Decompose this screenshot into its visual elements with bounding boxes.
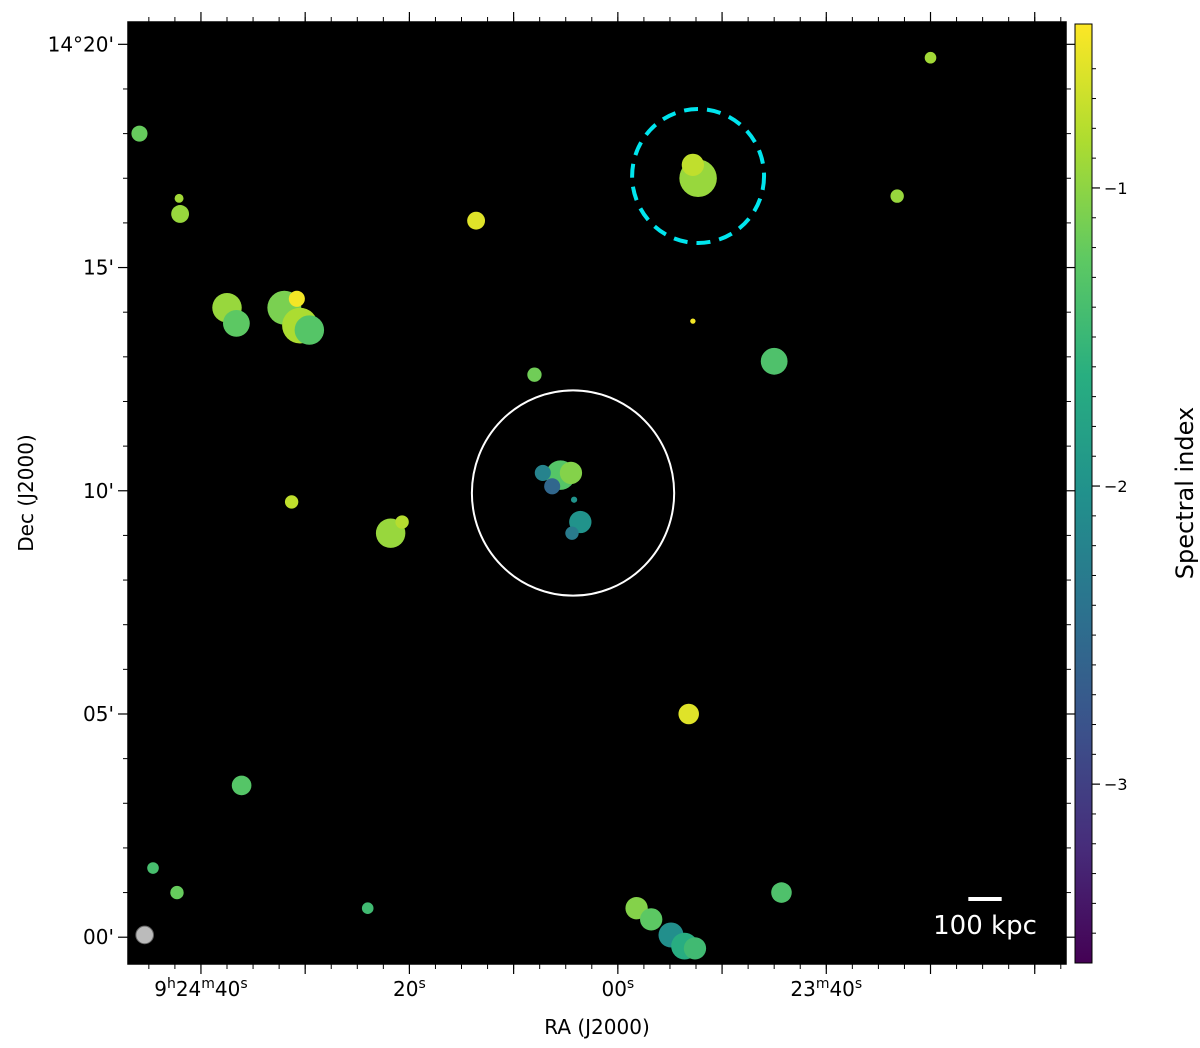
radio-sources [131, 51, 937, 960]
source-blob [570, 496, 578, 503]
source-blob [681, 153, 705, 177]
source-blob [565, 526, 579, 540]
x-axis-label: RA (J2000) [544, 1015, 650, 1039]
source-blob [640, 908, 663, 931]
colorbar: −1 −2 −3 Spectral index [1074, 23, 1199, 964]
beam-ellipse [135, 925, 154, 945]
source-blob [559, 461, 583, 485]
y-tick-label: 15' [83, 256, 114, 280]
source-blob [924, 51, 937, 64]
y-tick-label: 10' [83, 479, 114, 503]
y-tick-label: 14°20' [48, 32, 114, 56]
source-blob [361, 902, 374, 914]
source-blob [222, 309, 250, 337]
x-tick-label: 20s [393, 976, 426, 1001]
source-blob [284, 495, 299, 509]
source-blob [131, 125, 148, 142]
dashed-region-circle [630, 107, 767, 245]
x-axis: 9h24m40s 20s 00s 23m40s [148, 12, 1062, 1001]
source-blob [467, 211, 486, 230]
y-tick-label: 00' [83, 925, 114, 949]
colorbar-label: Spectral index [1171, 407, 1199, 579]
x-tick-label: 23m40s [790, 976, 862, 1001]
colorbar-gradient [1074, 23, 1093, 964]
colorbar-tick-label: −2 [1104, 477, 1128, 496]
source-blob [170, 885, 184, 900]
source-blob [534, 464, 551, 481]
colorbar-ticks: −1 −2 −3 [1092, 68, 1128, 934]
source-blob [890, 189, 904, 203]
source-blob [683, 937, 707, 960]
source-blob [760, 347, 788, 375]
source-blob [171, 205, 190, 223]
source-blob [174, 193, 184, 203]
source-blob [678, 703, 699, 725]
y-axis: 00' 05' 10' 15' 14°20' [48, 32, 1076, 949]
source-blob [288, 290, 305, 307]
source-blob [527, 367, 542, 382]
x-tick-label: 9h24m40s [154, 976, 247, 1001]
y-axis-label: Dec (J2000) [14, 434, 38, 551]
source-blob [690, 318, 696, 324]
scale-bar: 100 kpc [933, 897, 1037, 941]
source-blob [771, 882, 792, 903]
colorbar-tick-label: −3 [1104, 775, 1128, 794]
colorbar-tick-label: −1 [1104, 179, 1128, 198]
scale-bar-label: 100 kpc [933, 911, 1037, 941]
source-blob [231, 775, 252, 796]
x-tick-label: 00s [601, 976, 634, 1001]
source-blob [544, 478, 561, 495]
solid-region-circle [470, 389, 676, 597]
source-blob [294, 315, 325, 345]
plot-frame [127, 21, 1067, 965]
source-blob [395, 515, 409, 529]
y-tick-label: 05' [83, 702, 114, 726]
plot-area [128, 22, 1066, 964]
source-blob [147, 862, 159, 874]
region-circles [470, 107, 767, 597]
